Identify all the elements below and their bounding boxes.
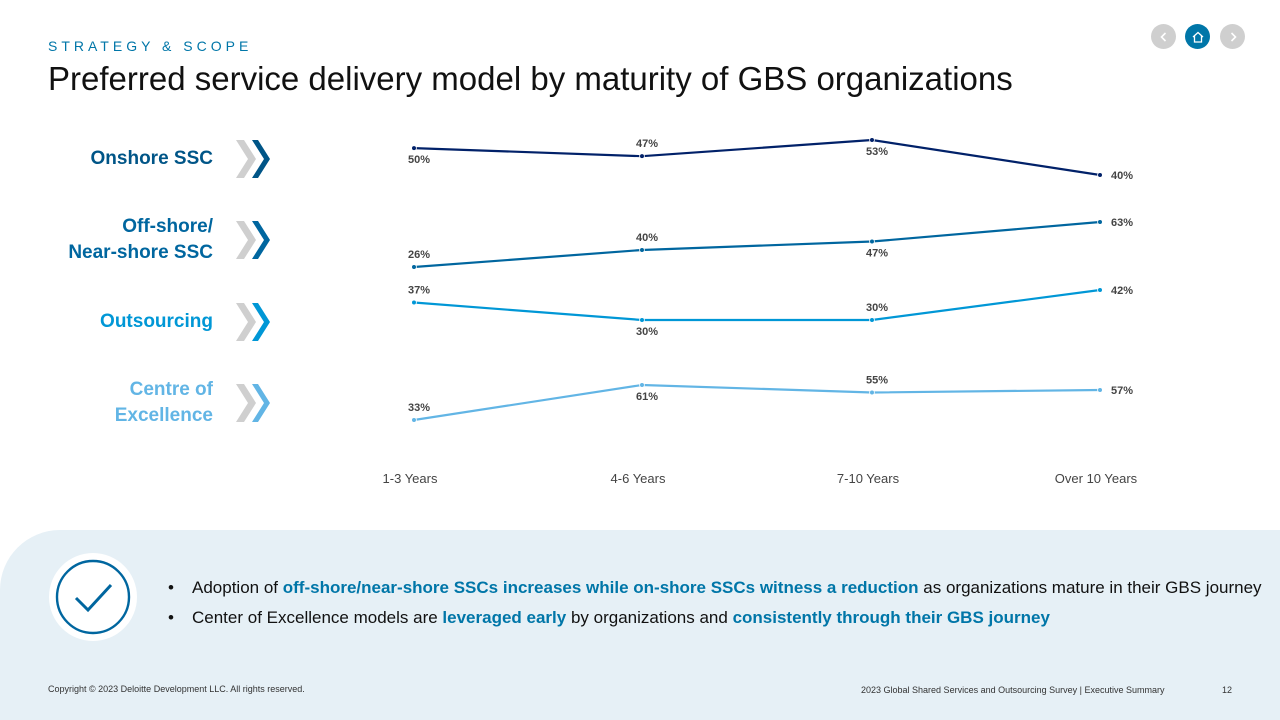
row-label-line: Outsourcing [100,311,213,332]
takeaway-text: Adoption of [192,578,283,597]
x-tick-label: 1-3 Years [383,471,438,486]
data-label: 33% [408,402,430,414]
data-point [869,137,875,143]
takeaway-text: as organizations mature in their GBS jou… [918,578,1262,597]
home-button[interactable] [1185,24,1210,49]
series-line [413,220,1101,269]
next-slide-button[interactable] [1220,24,1245,49]
row-label-line: Off-shore/ [122,216,213,237]
data-label: 53% [866,146,888,158]
data-label: 61% [636,391,658,403]
data-label: 42% [1111,285,1133,297]
takeaway-text: by organizations and [566,608,733,627]
takeaway-highlight: consistently through their GBS journey [732,608,1050,627]
data-point [1097,387,1103,393]
data-point [1097,287,1103,293]
row-label-onshore-ssc: Onshore SSC [91,146,213,172]
takeaway-bullet: Center of Excellence models are leverage… [168,606,1262,636]
data-label: 47% [866,247,888,259]
data-label: 55% [866,375,888,387]
chevron-double-icon [236,221,270,259]
row-label-line: Onshore SSC [90,148,213,169]
data-point [1097,172,1103,178]
previous-slide-button[interactable] [1151,24,1176,49]
survey-footer: 2023 Global Shared Services and Outsourc… [861,685,1165,695]
data-label: 50% [408,154,430,166]
takeaway-bullet: Adoption of off-shore/near-shore SSCs in… [168,576,1262,606]
series-line [413,383,1101,422]
chevron-double-icon [236,384,270,422]
section-eyebrow: STRATEGY & SCOPE [48,38,253,54]
chevron-left-icon [1159,31,1166,42]
chevron-double-icon [236,140,270,178]
chevron-right-icon [1230,31,1237,42]
page-title: Preferred service delivery model by matu… [48,60,1013,97]
data-point [869,317,875,323]
row-label-line: Near-shore SSC [68,242,213,263]
takeaway-highlight: leveraged early [442,608,567,627]
chevron-double-icon [236,303,270,341]
checkmark-icon [55,559,131,635]
data-label: 26% [408,249,430,261]
data-point [411,145,417,151]
data-point [639,317,645,323]
row-label-outsourcing: Outsourcing [100,309,213,335]
page-number: 12 [1222,685,1233,695]
series-line [413,138,1101,177]
copyright-notice: Copyright © 2023 Deloitte Development LL… [48,684,305,694]
data-point [639,382,645,388]
takeaway-list: Adoption of off-shore/near-shore SSCs in… [168,576,1262,636]
data-label: 63% [1111,217,1133,229]
x-tick-label: 4-6 Years [611,471,666,486]
series-line [413,288,1101,322]
home-icon [1192,31,1203,43]
takeaway-text: Center of Excellence models are [192,608,443,627]
data-point [869,238,875,245]
data-label: 40% [636,232,658,244]
data-label: 47% [636,138,658,150]
data-point [639,153,645,159]
data-point [869,389,875,396]
data-point [411,417,417,423]
row-label-offshore-ssc: Off-shore/ Near-shore SSC [68,214,213,266]
data-point [411,264,417,270]
data-label: 57% [1111,385,1133,397]
data-point [639,247,645,253]
data-point [411,299,417,306]
row-label-centre-of-excellence: Centre of Excellence [115,377,213,429]
row-label-line: Excellence [114,405,213,426]
x-tick-label: Over 10 Years [1055,471,1138,486]
takeaway-highlight: off-shore/near-shore SSCs increases whil… [282,578,919,597]
x-tick-label: 7-10 Years [837,471,900,486]
data-label: 37% [408,285,430,297]
data-point [1097,219,1103,225]
data-label: 30% [866,302,888,314]
takeaway-badge [49,553,137,641]
maturity-line-chart: 50% 47% 53% 40% 26% 40% 47% 63% 37% 30% 30% 42% 33% 6… [383,137,1138,486]
row-label-line: Centre of [129,379,213,400]
data-label: 30% [636,326,658,338]
data-label: 40% [1111,170,1133,182]
